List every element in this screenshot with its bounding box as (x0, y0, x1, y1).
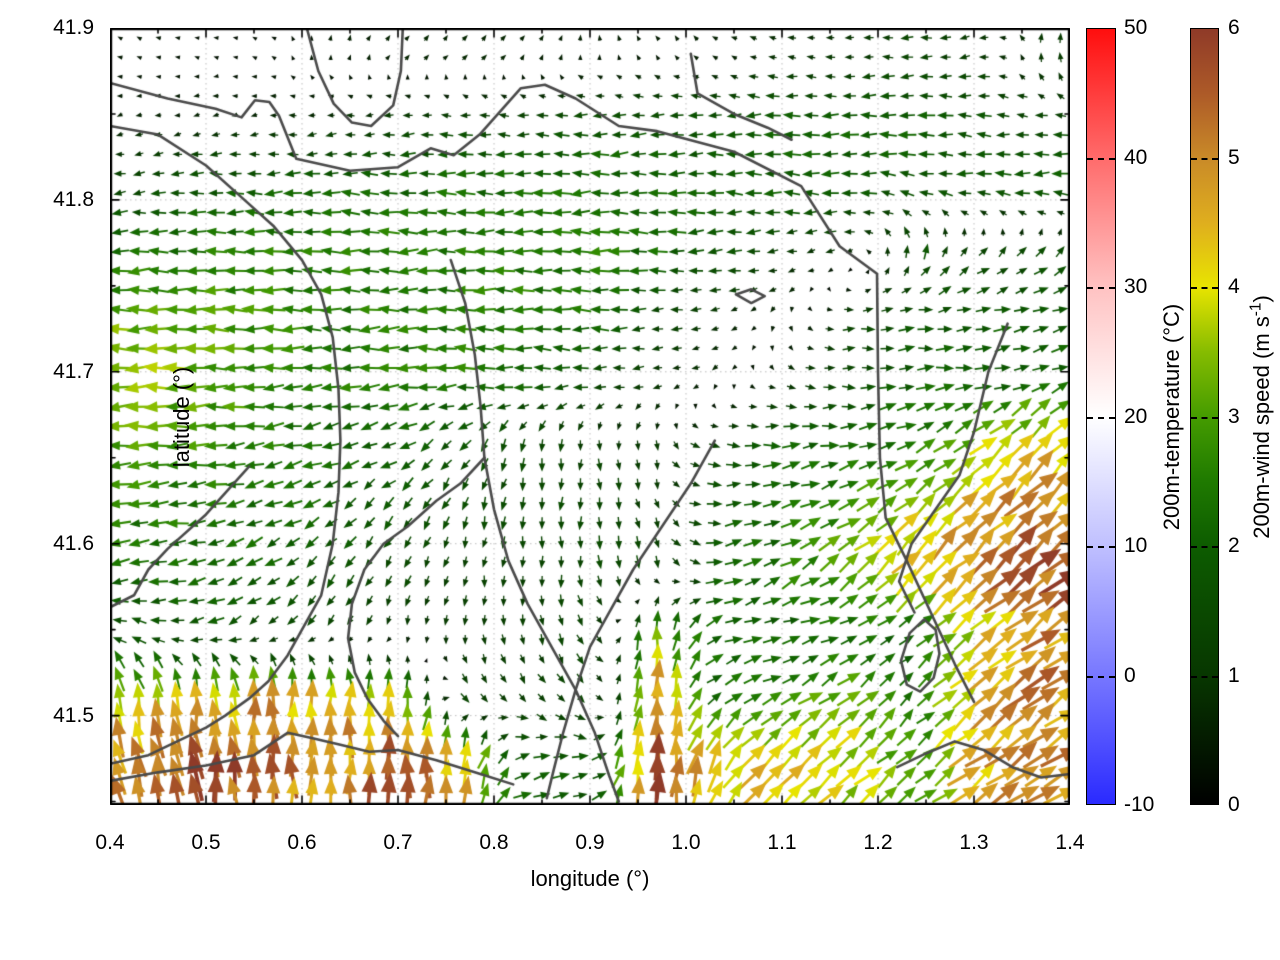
colorbar-tick-dash (1191, 675, 1218, 678)
x-tick-label: 0.6 (287, 831, 317, 854)
wind-colorbar-label: 200m-wind speed (m s-1) (1247, 295, 1274, 539)
colorbar-tick-label: 6 (1228, 16, 1240, 39)
y-tick-label: 41.5 (53, 703, 94, 727)
x-tick-label: 0.4 (95, 831, 125, 854)
x-axis-title: longitude (°) (530, 866, 650, 891)
colorbar-tick-label: -10 (1124, 793, 1155, 816)
colorbar-tick-label: 40 (1124, 145, 1148, 169)
temperature-colorbar (1086, 28, 1116, 805)
colorbar-tick-label: 50 (1124, 16, 1148, 39)
colorbar-tick-label: 10 (1124, 534, 1148, 557)
colorbar-tick-label: 0 (1228, 793, 1240, 816)
x-tick-label: 1.2 (863, 831, 893, 854)
colorbar-tick-dash (1191, 157, 1218, 160)
colorbar-tick-dash (1087, 157, 1115, 160)
colorbar-tick-label: 4 (1228, 275, 1240, 298)
y-tick-label: 41.9 (53, 16, 94, 39)
colorbar-tick-dash (1087, 416, 1115, 419)
temperature-colorbar-label: 200m-temperature (°C) (1159, 303, 1184, 531)
colorbar-tick-label: 20 (1124, 404, 1148, 428)
y-tick-label: 41.7 (53, 359, 94, 383)
y-tick-label: 41.8 (53, 187, 94, 211)
colorbar-tick-label: 3 (1228, 404, 1240, 428)
colorbar-tick-dash (1191, 416, 1218, 419)
colorbar-tick-label: 30 (1124, 275, 1148, 298)
wind-quiver-canvas (110, 28, 1070, 805)
y-axis-title: latitude (°) (169, 366, 194, 468)
wind-colorbar (1190, 28, 1219, 805)
colorbar-tick-label: 5 (1228, 145, 1240, 169)
colorbar-tick-dash (1087, 287, 1115, 289)
x-tick-label: 1.4 (1055, 831, 1085, 854)
colorbar-tick-dash (1087, 546, 1115, 548)
x-tick-label: 0.9 (575, 831, 605, 854)
x-tick-label: 0.7 (383, 831, 413, 854)
x-tick-label: 0.8 (479, 831, 509, 854)
colorbar-tick-label: 1 (1228, 663, 1240, 687)
x-tick-label: 1.1 (767, 831, 797, 854)
y-tick-label: 41.6 (53, 531, 94, 555)
x-tick-label: 0.5 (191, 831, 221, 854)
colorbar-tick-dash (1191, 546, 1218, 548)
x-tick-label: 1.3 (959, 831, 989, 854)
colorbar-tick-label: 0 (1124, 663, 1136, 687)
colorbar-tick-dash (1087, 675, 1115, 678)
x-tick-label: 1.0 (671, 831, 701, 854)
colorbar-tick-dash (1191, 287, 1218, 289)
colorbar-tick-label: 2 (1228, 534, 1240, 557)
